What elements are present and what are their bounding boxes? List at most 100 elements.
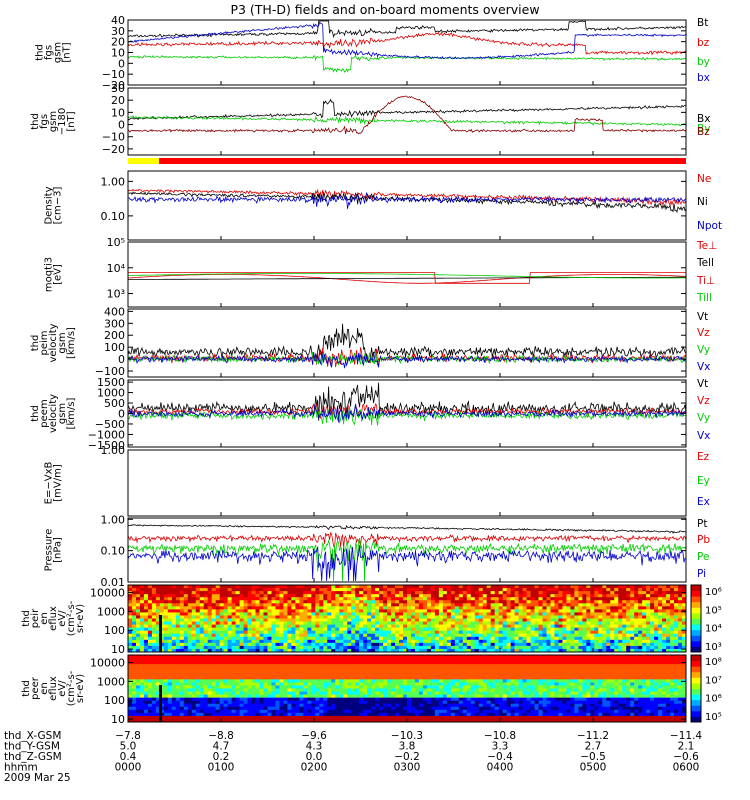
spectrogram-cell bbox=[466, 591, 472, 595]
spectrogram-cell bbox=[466, 642, 472, 647]
spectrogram-cell bbox=[670, 642, 675, 647]
spectrogram-cell bbox=[422, 712, 428, 717]
spectrogram-cell bbox=[642, 624, 647, 629]
spectrogram-cell bbox=[207, 694, 213, 699]
spectrogram-cell bbox=[255, 627, 261, 632]
spectrogram-cell bbox=[251, 627, 257, 632]
spectrogram-cell bbox=[311, 658, 316, 662]
spectrogram-cell bbox=[183, 633, 189, 638]
spectrogram-cell bbox=[554, 633, 559, 638]
spectrogram-cell bbox=[530, 591, 536, 595]
spectrogram-cell bbox=[143, 673, 149, 677]
spectrogram-cell bbox=[418, 715, 424, 720]
spectrogram-cell bbox=[403, 673, 408, 677]
spectrogram-cell bbox=[311, 697, 316, 702]
spectrogram-cell bbox=[606, 609, 611, 613]
spectrogram-cell bbox=[279, 648, 284, 653]
spectrogram-cell bbox=[486, 639, 492, 644]
spectrogram-cell bbox=[682, 639, 687, 644]
spectrogram-cell bbox=[215, 618, 221, 623]
spectrogram-cell bbox=[618, 636, 623, 641]
spectrogram-cell bbox=[462, 645, 468, 650]
spectrogram-cell bbox=[131, 688, 137, 693]
spectrogram-cell bbox=[179, 594, 185, 598]
panel-5: thdpeimvelocitygsm[km/s]VtVzVyVx40030020… bbox=[30, 305, 710, 378]
spectrogram-cell bbox=[391, 700, 396, 705]
ylabel-line: peem bbox=[39, 399, 50, 427]
spectrogram-cell bbox=[446, 621, 452, 626]
spectrogram-cell bbox=[223, 597, 229, 601]
spectrogram-cell bbox=[518, 594, 524, 598]
spectrogram-cell bbox=[566, 618, 571, 623]
spectrogram-cell bbox=[319, 664, 324, 668]
spectrogram-cell bbox=[223, 655, 229, 659]
spectrogram-cell bbox=[674, 600, 679, 604]
spectrogram-cell bbox=[167, 615, 173, 619]
spectrogram-cell bbox=[135, 709, 141, 714]
spectrogram-cell bbox=[179, 612, 185, 616]
spectrogram-cell bbox=[458, 588, 464, 592]
spectrogram-cell bbox=[343, 606, 348, 610]
spectrogram-cell bbox=[135, 679, 141, 683]
spectrogram-cell bbox=[211, 588, 217, 592]
spectrogram-cell bbox=[191, 594, 197, 598]
spectrogram-cell bbox=[554, 606, 559, 610]
spectrogram-cell bbox=[199, 718, 205, 723]
spectrogram-cell bbox=[295, 594, 300, 598]
ylabel-line: eflux bbox=[48, 676, 59, 701]
spectrogram-cell bbox=[407, 627, 412, 632]
spectrogram-cell bbox=[191, 676, 197, 680]
spectrogram-cell bbox=[247, 639, 253, 644]
spectrogram-cell bbox=[391, 633, 396, 638]
spectrogram-cell bbox=[231, 694, 237, 699]
spectrogram-cell bbox=[638, 603, 643, 607]
spectrogram-cell bbox=[622, 630, 627, 635]
spectrogram-cell bbox=[219, 609, 225, 613]
spectrogram-cell bbox=[211, 706, 217, 711]
spectrogram-cell bbox=[642, 642, 647, 647]
spectrogram-cell bbox=[299, 645, 304, 650]
spectrogram-cell bbox=[131, 697, 137, 702]
spectrogram-cell bbox=[359, 615, 364, 619]
spectrogram-cell bbox=[199, 694, 205, 699]
spectrogram-cell bbox=[227, 685, 233, 689]
spectrogram-cell bbox=[355, 655, 360, 659]
spectrogram-cell bbox=[263, 688, 268, 693]
spectrogram-cell bbox=[391, 697, 396, 702]
spectrogram-cell bbox=[335, 597, 340, 601]
spectrogram-cell bbox=[271, 594, 276, 598]
spectrogram-cell bbox=[267, 685, 272, 689]
spectrogram-cell bbox=[614, 645, 619, 650]
colorbar-cell bbox=[691, 646, 701, 653]
spectrogram-cell bbox=[223, 718, 229, 723]
spectrogram-cell bbox=[574, 648, 579, 653]
spectrogram-cell bbox=[327, 703, 332, 708]
spectrogram-cell bbox=[634, 627, 639, 632]
series-by-line bbox=[127, 54, 687, 73]
spectrogram-cell bbox=[139, 676, 145, 680]
spectrogram-cell bbox=[231, 664, 237, 668]
spectrogram-cell bbox=[307, 633, 312, 638]
spectrogram-cell bbox=[418, 648, 424, 653]
spectrogram-cell bbox=[171, 658, 177, 662]
spectrogram-cell bbox=[375, 627, 380, 632]
spectrogram-cell bbox=[175, 642, 181, 647]
spectrogram-cell bbox=[215, 603, 221, 607]
spectrogram-cell bbox=[554, 639, 559, 644]
spectrogram-cell bbox=[399, 585, 404, 589]
spectrogram-cell bbox=[630, 603, 635, 607]
spectrogram-cell bbox=[418, 685, 424, 689]
spectrogram-cell bbox=[666, 636, 671, 641]
spectrogram-cell bbox=[155, 718, 161, 723]
spectrogram-cell bbox=[355, 706, 360, 711]
spectrogram-cell bbox=[399, 636, 404, 641]
spectrogram-cell bbox=[199, 615, 205, 619]
spectrogram-cell bbox=[558, 630, 563, 635]
spectrogram-cell bbox=[602, 597, 607, 601]
spectrogram-cell bbox=[243, 630, 249, 635]
spectrogram-cell bbox=[674, 603, 679, 607]
spectrogram-cell bbox=[618, 624, 623, 629]
spectrogram-cell bbox=[554, 588, 559, 592]
spectrogram-cell bbox=[243, 664, 249, 668]
spectrogram-cell bbox=[626, 633, 631, 638]
